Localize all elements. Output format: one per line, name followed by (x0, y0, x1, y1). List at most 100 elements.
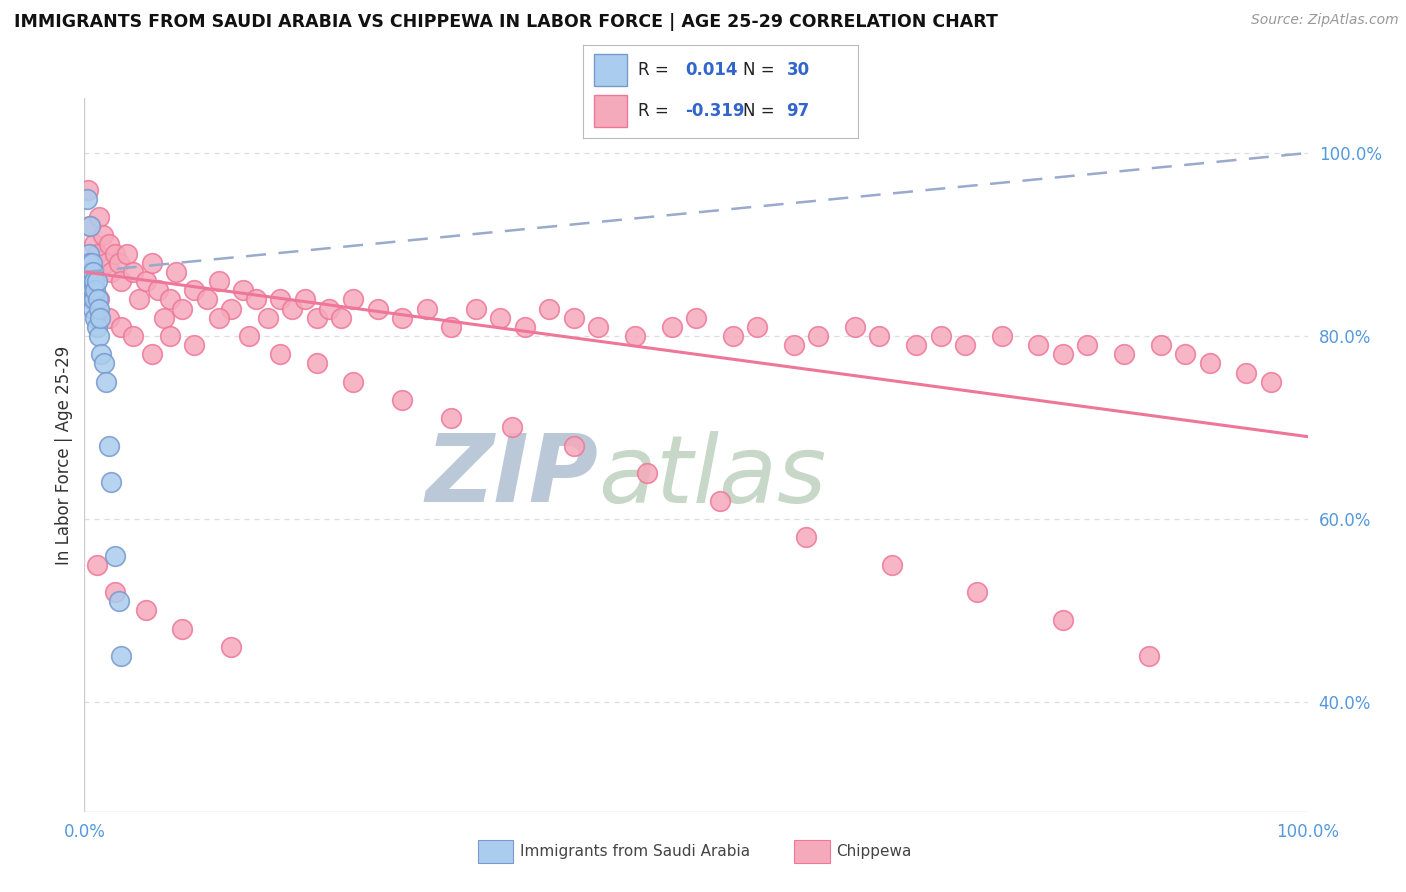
Point (159, 329, 181, 343)
Point (83, 237, 105, 252)
Point (110, 319, 132, 334)
Point (208, 310, 231, 325)
Point (87, 293, 110, 307)
Point (1114, 347, 1136, 361)
Point (77, 183, 100, 197)
Point (97, 310, 120, 325)
Point (342, 293, 364, 307)
Point (747, 319, 769, 334)
Point (1150, 338, 1173, 352)
Point (1174, 347, 1197, 361)
Point (219, 301, 242, 316)
Point (238, 329, 260, 343)
Point (83, 274, 105, 288)
Point (183, 338, 205, 352)
Point (305, 310, 328, 325)
Point (77, 256, 100, 270)
Text: 30: 30 (786, 61, 810, 78)
Point (79, 265, 101, 279)
Point (391, 392, 413, 407)
Text: ZIP: ZIP (425, 430, 598, 523)
Point (330, 310, 353, 325)
Point (624, 329, 647, 343)
Point (245, 293, 267, 307)
Point (269, 347, 291, 361)
Point (86, 319, 108, 334)
Point (87, 210, 110, 224)
Point (80, 274, 103, 288)
Point (416, 301, 439, 316)
Text: N =: N = (742, 61, 779, 78)
Point (966, 585, 988, 599)
Point (880, 558, 903, 572)
Point (104, 246, 127, 260)
Point (76, 192, 98, 206)
Point (135, 274, 157, 288)
Point (97, 439, 120, 453)
Point (107, 256, 129, 270)
Point (586, 319, 609, 334)
Point (104, 585, 127, 599)
Text: IMMIGRANTS FROM SAUDI ARABIA VS CHIPPEWA IN LABOR FORCE | AGE 25-29 CORRELATION : IMMIGRANTS FROM SAUDI ARABIA VS CHIPPEWA… (14, 13, 998, 31)
Point (294, 293, 316, 307)
Text: Source: ZipAtlas.com: Source: ZipAtlas.com (1251, 13, 1399, 28)
Point (80, 293, 103, 307)
Point (82, 301, 104, 316)
Point (562, 439, 585, 453)
Point (538, 301, 561, 316)
Point (141, 347, 163, 361)
Point (905, 338, 928, 352)
Point (89, 310, 111, 325)
Point (83, 293, 105, 307)
Point (1198, 356, 1220, 370)
Point (391, 310, 413, 325)
Point (87, 301, 110, 316)
Text: R =: R = (638, 61, 675, 78)
Point (794, 530, 817, 544)
Point (709, 493, 731, 508)
Point (93, 356, 115, 370)
Point (685, 310, 707, 325)
Point (77, 246, 100, 260)
Point (208, 274, 231, 288)
Point (489, 310, 512, 325)
Y-axis label: In Labor Force | Age 25-29: In Labor Force | Age 25-29 (55, 345, 73, 565)
Point (318, 301, 340, 316)
Point (1052, 613, 1074, 627)
Point (232, 283, 254, 297)
Point (165, 265, 187, 279)
Text: N =: N = (742, 102, 779, 120)
Point (100, 475, 122, 490)
Point (1137, 649, 1160, 664)
Point (219, 640, 242, 654)
Text: Chippewa: Chippewa (837, 845, 912, 859)
Point (153, 310, 176, 325)
Point (135, 603, 157, 617)
Point (172, 301, 194, 316)
Point (104, 549, 127, 563)
Point (79, 219, 101, 234)
Point (721, 329, 744, 343)
Point (79, 219, 101, 234)
Point (96, 375, 118, 389)
Text: 97: 97 (786, 102, 810, 120)
Point (269, 293, 291, 307)
Point (661, 319, 683, 334)
Point (82, 283, 104, 297)
Point (990, 329, 1012, 343)
Point (87, 293, 110, 307)
Point (636, 467, 658, 481)
Point (84, 283, 107, 297)
Text: 0.014: 0.014 (685, 61, 737, 78)
Point (1260, 375, 1282, 389)
Bar (595, 54, 627, 86)
Point (1052, 347, 1074, 361)
Point (869, 329, 891, 343)
Point (513, 319, 536, 334)
Text: R =: R = (638, 102, 675, 120)
Point (80, 265, 103, 279)
Point (79, 283, 101, 297)
Point (91, 228, 114, 243)
Point (807, 329, 830, 343)
Point (86, 558, 108, 572)
